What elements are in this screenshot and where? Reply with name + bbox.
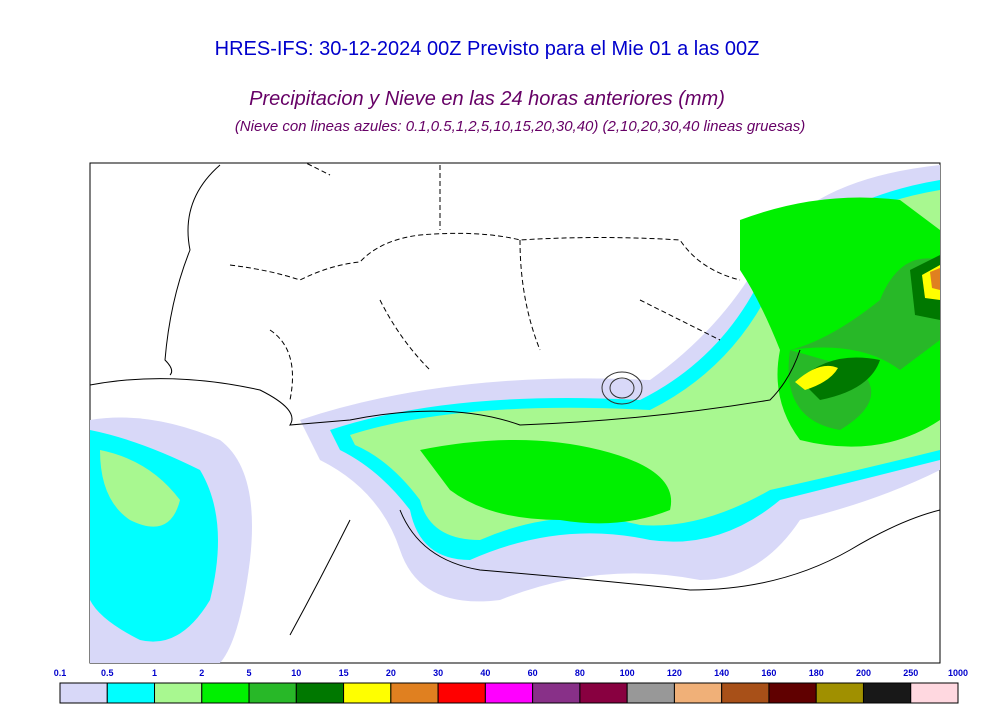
legend-label: 160 bbox=[761, 668, 776, 678]
legend-label: 20 bbox=[386, 668, 396, 678]
legend-swatch bbox=[154, 682, 203, 704]
subtitle: Precipitacion y Nieve en las 24 horas an… bbox=[249, 88, 725, 110]
legend-swatch bbox=[815, 682, 864, 704]
precip-area bbox=[930, 268, 940, 290]
legend-label: 180 bbox=[809, 668, 824, 678]
legend-swatch bbox=[248, 682, 297, 704]
legend-label: 120 bbox=[667, 668, 682, 678]
legend-label: 15 bbox=[339, 668, 349, 678]
legend-label: 1 bbox=[152, 668, 157, 678]
legend-swatch bbox=[768, 682, 817, 704]
legend-swatch bbox=[59, 682, 108, 704]
legend-label: 80 bbox=[575, 668, 585, 678]
legend-label: 40 bbox=[480, 668, 490, 678]
legend-swatch bbox=[626, 682, 675, 704]
legend-label: 0.5 bbox=[101, 668, 114, 678]
precip-area bbox=[420, 440, 672, 524]
legend-swatch bbox=[862, 682, 912, 704]
legend: 0.1 0.5 1 2 5 10 15 20 30 40 60 80 100 120 140 160 180 20… bbox=[54, 668, 968, 704]
title: HRES-IFS: 30-12-2024 00Z Previsto para e… bbox=[215, 38, 760, 60]
precip-area bbox=[795, 365, 838, 390]
map bbox=[89, 162, 941, 664]
legend-swatch bbox=[579, 682, 628, 704]
legend-label: 5 bbox=[247, 668, 252, 678]
precip-area bbox=[100, 450, 180, 527]
legend-swatch bbox=[910, 682, 959, 704]
legend-swatch bbox=[106, 682, 156, 704]
legend-swatch bbox=[390, 682, 439, 704]
coastline bbox=[90, 164, 940, 636]
legend-swatch bbox=[484, 682, 534, 704]
legend-swatch bbox=[673, 682, 723, 704]
legend-label: 200 bbox=[856, 668, 871, 678]
legend-label: 1000 bbox=[948, 668, 968, 678]
legend-swatch bbox=[201, 682, 250, 704]
legend-swatch bbox=[295, 682, 345, 704]
snow-contour bbox=[601, 371, 643, 405]
legend-swatch bbox=[437, 682, 486, 704]
legend-swatch bbox=[532, 682, 581, 704]
legend-label: 0.1 bbox=[54, 668, 67, 678]
legend-label: 30 bbox=[433, 668, 443, 678]
legend-label: 250 bbox=[903, 668, 918, 678]
note: (Nieve con lineas azules: 0.1,0.5,1,2,5,… bbox=[235, 118, 805, 135]
region-border bbox=[229, 163, 741, 401]
legend-label: 2 bbox=[199, 668, 204, 678]
legend-label: 60 bbox=[528, 668, 538, 678]
legend-swatch bbox=[721, 682, 770, 704]
legend-label: 10 bbox=[291, 668, 301, 678]
legend-swatch bbox=[343, 682, 392, 704]
legend-label: 100 bbox=[620, 668, 635, 678]
legend-label: 140 bbox=[714, 668, 729, 678]
snow-contour bbox=[609, 377, 635, 399]
